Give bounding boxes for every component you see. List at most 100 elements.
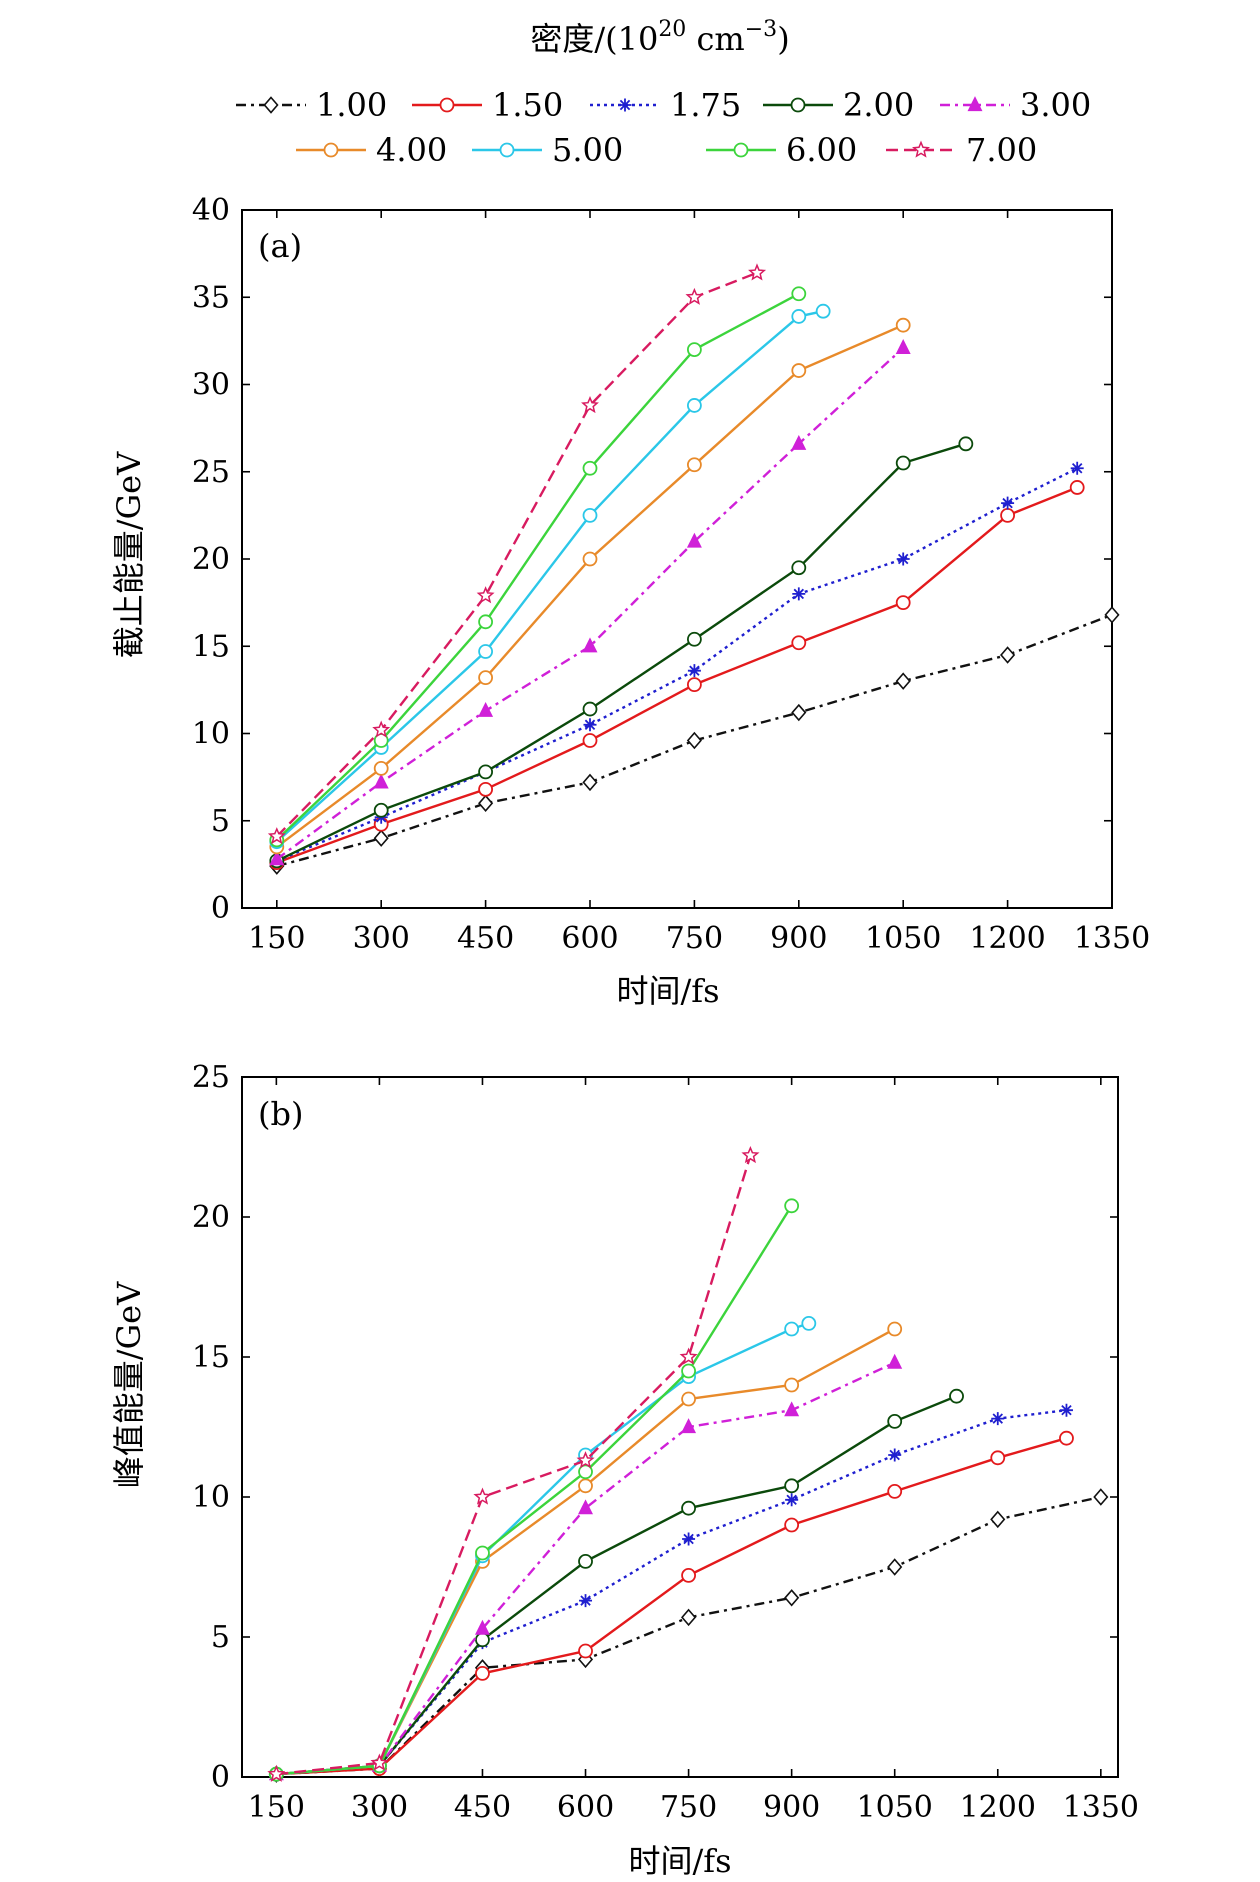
panel-a-series-6-00-point bbox=[582, 460, 598, 476]
panel-b-series-2-00-point bbox=[681, 1500, 696, 1516]
legend-entry-7-00-label: 7.00 bbox=[966, 131, 1037, 169]
legend-entries: 1.00 1.50 1.75 2.00 3.00 4.00 5.00 6.00 7.00 bbox=[236, 86, 1091, 169]
panel-a-series-7-00-point bbox=[748, 263, 767, 281]
panel-a-series-1-50-point bbox=[687, 677, 702, 693]
panel-a-series-1-75-point bbox=[583, 718, 597, 732]
panel-a-series-3-00-point bbox=[478, 701, 494, 717]
panel-a-series-4-00-point bbox=[582, 551, 598, 567]
panel-a-y-tick-label: 10 bbox=[192, 717, 230, 752]
panel-a-series-4-00-point bbox=[687, 457, 702, 473]
panel-b-series-3-00-point bbox=[887, 1353, 903, 1369]
panel-a-series-6-00-line bbox=[275, 292, 800, 841]
legend-entry-3-00: 3.00 bbox=[940, 86, 1091, 124]
panel-a-series-5-00-point bbox=[815, 303, 831, 319]
panel-b-series-6-00-line bbox=[276, 1205, 793, 1776]
panel-b-series-7-00-line bbox=[276, 1155, 752, 1776]
panel-a-x-tick-label: 450 bbox=[457, 921, 514, 956]
panel-a-series-1-75-point bbox=[1070, 461, 1084, 475]
panel-b-series-1-00-point bbox=[784, 1589, 800, 1607]
panel-b-x-tick-label: 900 bbox=[763, 1790, 820, 1825]
panel-a-series-6-00 bbox=[269, 286, 807, 848]
panel-b-plot-frame bbox=[241, 1076, 1119, 1778]
legend-entry-4-00-marker bbox=[323, 142, 339, 158]
panel-a-series-1-00 bbox=[269, 606, 1120, 875]
panel-a-x-tick-label: 600 bbox=[561, 921, 618, 956]
panel-b-series-6-00-point bbox=[681, 1363, 696, 1379]
panel-b-y-tick-label: 15 bbox=[192, 1340, 230, 1375]
panel-a-series-1-75-point bbox=[1001, 496, 1015, 510]
panel-b-series-4-00-point bbox=[578, 1478, 593, 1494]
panel-a-series-4-00-point bbox=[791, 363, 807, 378]
panel-a-series-3-00-point bbox=[791, 434, 807, 450]
panel-b-series-2-00-point bbox=[578, 1554, 593, 1569]
panel-b-series-7-00-point bbox=[576, 1451, 595, 1469]
panel-b-series-1-50 bbox=[268, 1430, 1074, 1782]
panel-b-series-1-75-point bbox=[785, 1493, 799, 1507]
panel-b-label: (b) bbox=[258, 1095, 303, 1133]
panel-a-series-1-50-point bbox=[895, 595, 911, 611]
panel-b-series-4-00-point bbox=[784, 1377, 800, 1393]
panel-a-y-tick-label: 5 bbox=[211, 804, 230, 839]
panel-a-x-tick-label: 1350 bbox=[1074, 921, 1150, 956]
panel-a-series-1-75-point bbox=[687, 664, 701, 678]
legend-entry-1-50: 1.50 bbox=[412, 86, 563, 124]
panel-b-y-tick-label: 10 bbox=[192, 1480, 230, 1515]
panel-a-series-7-00-point bbox=[267, 827, 286, 845]
panel-b-series-7-00-point bbox=[370, 1753, 389, 1771]
panel-a-series-7-00-point bbox=[581, 395, 599, 414]
panel-a-x-tick-label: 750 bbox=[666, 921, 723, 956]
panel-b-series-1-50-point bbox=[887, 1484, 903, 1499]
panel-a-series-3-00-point bbox=[373, 773, 389, 789]
panel-b-series-1-75-point bbox=[1059, 1403, 1073, 1417]
panel-a-series-1-00-point bbox=[373, 829, 389, 847]
panel-b-y-tick-label: 20 bbox=[192, 1200, 230, 1235]
panel-a-series-2-00 bbox=[269, 436, 974, 869]
legend-entry-1-00-marker bbox=[263, 96, 279, 114]
panel-b-peak-energy-chart: 150 300 450 600 750 900 1050 1200 1350 0 5 10 15 20 25… bbox=[110, 1060, 1139, 1880]
legend-entry-5-00-label: 5.00 bbox=[552, 131, 623, 169]
panel-a-series-3-00-point bbox=[269, 850, 285, 866]
panel-a-series-7-00-point bbox=[372, 720, 391, 738]
panel-b-series-1-00-point bbox=[887, 1558, 903, 1576]
panel-a-x-tick-label: 300 bbox=[353, 921, 410, 956]
panel-a-series-5-00-point bbox=[687, 398, 702, 413]
panel-a-series-1-50-point bbox=[791, 635, 807, 651]
panel-a-series-4-00-point bbox=[895, 317, 911, 333]
panel-b-series-2-00-point bbox=[949, 1388, 964, 1404]
panel-a-series-1-00-point bbox=[686, 731, 702, 750]
panel-a-axes: 150 300 450 600 750 900 1050 1200 1350 0 5 10 15 20 25… bbox=[192, 193, 1150, 956]
panel-b-series-6-00-point bbox=[578, 1464, 593, 1480]
panel-a-y-tick-label: 30 bbox=[192, 368, 230, 403]
panel-a-series-1-00-point bbox=[582, 773, 598, 792]
panel-b-series-4-00 bbox=[268, 1321, 903, 1782]
panel-a-series-2-00-point bbox=[373, 802, 389, 818]
panel-b-series-1-50-point bbox=[578, 1643, 593, 1659]
panel-a-series-7-00-point bbox=[476, 586, 495, 604]
legend-entry-1-75: 1.75 bbox=[590, 86, 741, 124]
legend-entry-5-00: 5.00 bbox=[472, 131, 623, 169]
legend-entry-1-50-marker bbox=[439, 97, 455, 113]
panel-b-x-tick-label: 450 bbox=[454, 1790, 511, 1825]
panel-b-series-1-75-point bbox=[579, 1594, 593, 1608]
panel-a-y-axis-label: 截止能量/GeV bbox=[110, 451, 148, 658]
legend: 密度/(1020 cm−3) 1.00 1.50 1.75 2.00 3.00 4.00 5… bbox=[236, 17, 1091, 169]
legend-entry-2-00: 2.00 bbox=[763, 86, 914, 124]
panel-a-series-2-00-point bbox=[687, 631, 702, 647]
panel-b-series bbox=[267, 1145, 1109, 1783]
panel-b-series-1-75-line bbox=[276, 1409, 1067, 1776]
panel-a-series-2-00-line bbox=[276, 442, 967, 862]
panel-a-y-tick-label: 40 bbox=[192, 193, 230, 228]
legend-entry-6-00-label: 6.00 bbox=[786, 131, 857, 169]
panel-b-series-2-00 bbox=[268, 1388, 964, 1782]
panel-b-series-1-75-point bbox=[682, 1532, 696, 1546]
panel-a-series-2-00-point bbox=[895, 455, 911, 471]
panel-a-x-tick-label: 1200 bbox=[969, 921, 1045, 956]
panel-a-series-4-00-point bbox=[478, 670, 494, 686]
panel-a-series-7-00 bbox=[267, 263, 767, 845]
panel-b-series-1-00-point bbox=[681, 1608, 697, 1627]
panel-a-y-tick-label: 35 bbox=[192, 280, 230, 315]
legend-entry-2-00-label: 2.00 bbox=[843, 86, 914, 124]
panel-b-series-4-00-point bbox=[681, 1391, 696, 1407]
panel-a-series-1-75-point bbox=[896, 552, 910, 566]
